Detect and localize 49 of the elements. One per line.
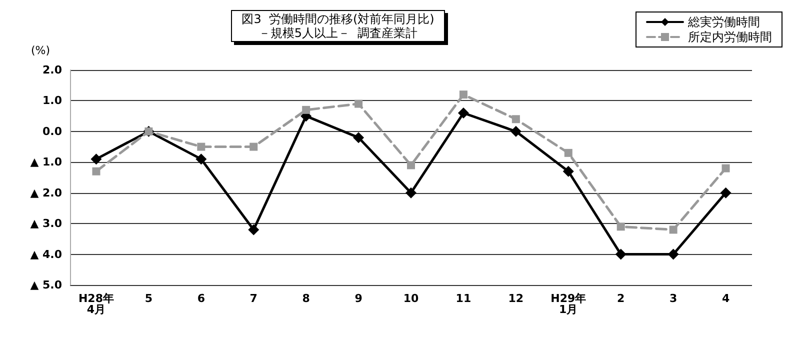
x-tick-label: 10 [403,292,419,305]
x-tick-label: 7 [250,292,258,305]
point [354,100,363,108]
x-tick-label: 5 [144,292,153,305]
chart-title: 図3 労働時間の推移(対前年同月比) [242,12,434,26]
point [510,126,522,137]
point [458,108,469,118]
point [615,248,626,260]
x-tick-label: 6 [197,292,206,305]
y-tick-label: ▲ 2.0 [30,186,62,200]
point [668,248,679,260]
x-tick-label: H28年 4月 [78,292,114,316]
point [406,187,416,198]
y-axis-title: (%) [30,44,50,57]
x-tick-label: 9 [354,292,362,305]
point [562,166,574,177]
legend-label: 所定内労働時間 [688,30,772,44]
legend-label: 総実労働時間 [687,15,760,29]
y-tick-label: ▲ 4.0 [30,248,62,261]
point [669,226,678,234]
y-tick-label: ▲ 5.0 [30,278,62,292]
point [197,142,206,151]
x-tick-label: 3 [669,292,678,305]
x-tick-label: 2 [617,292,625,305]
point [722,164,730,172]
point [248,224,260,236]
point [92,167,100,176]
x-tick-label: 4 [722,292,730,305]
point [302,106,310,114]
y-tick-label: ▲ 1.0 [30,156,62,169]
point [720,187,732,198]
point [90,154,102,165]
chart-subtitle: －規模5人以上－ 調査産業計 [258,26,418,40]
point [512,115,520,124]
y-tick-label: ▲ 3.0 [30,217,62,230]
point [407,161,415,170]
y-tick-label: 0.0 [42,124,62,138]
point [196,154,207,165]
y-tick-label: 2.0 [42,64,62,76]
point [250,142,258,151]
x-tick-label: 8 [302,292,310,305]
x-tick-label: 12 [508,292,524,305]
point [564,148,572,157]
y-tick-label: 1.0 [42,94,62,108]
point [616,222,625,231]
point [459,90,468,99]
x-tick-label: H29年 1月 [550,292,586,316]
x-tick-label: 11 [456,292,472,305]
point [353,132,364,144]
